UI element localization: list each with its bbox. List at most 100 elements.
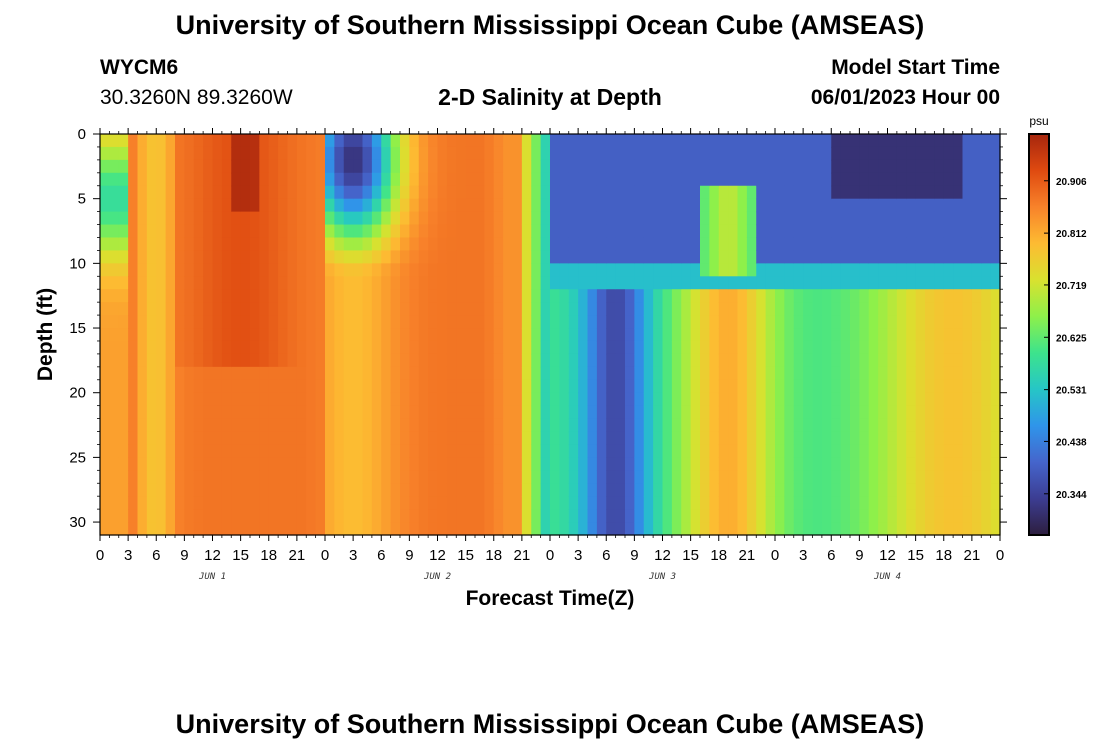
heatmap-cell	[296, 353, 307, 368]
heatmap-cell	[887, 328, 898, 342]
heatmap-cell	[390, 289, 401, 303]
heatmap-cell	[531, 185, 542, 200]
heatmap-cell	[203, 457, 214, 471]
heatmap-cell	[128, 431, 139, 446]
heatmap-cell	[953, 263, 964, 277]
heatmap-cell	[437, 366, 448, 381]
heatmap-cell	[231, 185, 242, 200]
heatmap-cell	[465, 172, 476, 187]
heatmap-cell	[793, 237, 804, 252]
heatmap-cell	[596, 418, 607, 433]
heatmap-cell	[568, 470, 579, 484]
heatmap-cell	[746, 276, 757, 290]
heatmap-cell	[371, 496, 382, 510]
heatmap-cell	[934, 470, 945, 484]
heatmap-cell	[334, 496, 345, 510]
heatmap-cell	[503, 522, 514, 536]
heatmap-cell	[296, 418, 307, 433]
heatmap-cell	[943, 340, 954, 355]
heatmap-cell	[240, 250, 251, 264]
heatmap-cell	[540, 366, 551, 381]
heatmap-cell	[212, 302, 223, 316]
y-tick-label: 10	[69, 255, 86, 272]
heatmap-cell	[671, 496, 682, 510]
heatmap-cell	[390, 172, 401, 187]
heatmap-cell	[878, 379, 889, 394]
heatmap-cell	[268, 431, 279, 446]
heatmap-cell	[221, 444, 232, 458]
heatmap-cell	[953, 418, 964, 433]
model-start-value: 06/01/2023 Hour 00	[810, 86, 1000, 109]
heatmap-cell	[568, 315, 579, 329]
heatmap-cell	[615, 276, 626, 290]
heatmap-cell	[953, 224, 964, 239]
heatmap-cell	[259, 289, 270, 303]
x-tick-label: 12	[879, 547, 896, 564]
heatmap-cell	[371, 457, 382, 471]
heatmap-cell	[793, 302, 804, 316]
heatmap-cell	[653, 302, 664, 316]
heatmap-cell	[493, 159, 504, 174]
heatmap-cells	[100, 134, 1001, 536]
heatmap-cell	[962, 366, 973, 381]
heatmap-cell	[653, 198, 664, 213]
heatmap-cell	[175, 146, 185, 161]
heatmap-cell	[709, 237, 720, 252]
heatmap-cell	[887, 522, 898, 536]
heatmap-cell	[681, 444, 692, 458]
heatmap-cell	[165, 315, 176, 329]
heatmap-cell	[287, 522, 298, 536]
heatmap-cell	[971, 302, 982, 316]
heatmap-cell	[156, 185, 167, 200]
heatmap-cell	[643, 483, 654, 497]
heatmap-cell	[418, 457, 429, 471]
heatmap-cell	[240, 509, 251, 523]
heatmap-cell	[475, 483, 485, 497]
heatmap-cell	[990, 418, 1001, 433]
heatmap-cell	[221, 496, 232, 510]
heatmap-cell	[287, 185, 298, 200]
heatmap-cell	[671, 315, 682, 329]
heatmap-cell	[756, 224, 767, 239]
heatmap-cell	[718, 444, 729, 458]
heatmap-cell	[784, 237, 795, 252]
heatmap-cell	[128, 522, 139, 536]
heatmap-cell	[156, 470, 167, 484]
heatmap-cell	[381, 289, 392, 303]
heatmap-cell	[137, 172, 148, 187]
heatmap-cell	[250, 353, 260, 368]
heatmap-cell	[203, 353, 214, 368]
heatmap-cell	[812, 483, 823, 497]
heatmap-cell	[859, 302, 870, 316]
heatmap-cell	[775, 211, 785, 226]
heatmap-cell	[981, 185, 992, 200]
heatmap-cell	[671, 172, 682, 187]
heatmap-cell	[681, 263, 692, 277]
heatmap-cell	[325, 483, 335, 497]
heatmap-cell	[718, 509, 729, 523]
heatmap-cell	[596, 496, 607, 510]
heatmap-cell	[278, 237, 289, 252]
heatmap-cell	[418, 353, 429, 368]
heatmap-cell	[596, 366, 607, 381]
heatmap-cell	[362, 522, 373, 536]
heatmap-cell	[643, 224, 654, 239]
heatmap-cell	[531, 522, 542, 536]
heatmap-cell	[306, 211, 317, 226]
heatmap-cell	[512, 379, 523, 394]
heatmap-cell	[296, 146, 307, 161]
heatmap-cell	[146, 328, 157, 342]
heatmap-cell	[681, 146, 692, 161]
heatmap-cell	[915, 366, 926, 381]
heatmap-cell	[343, 353, 354, 368]
heatmap-cell	[859, 457, 870, 471]
heatmap-cell	[681, 289, 692, 303]
heatmap-cell	[231, 146, 242, 161]
heatmap-cell	[531, 237, 542, 252]
heatmap-cell	[287, 457, 298, 471]
heatmap-cell	[990, 224, 1001, 239]
heatmap-cell	[437, 224, 448, 239]
heatmap-cell	[615, 470, 626, 484]
heatmap-cell	[690, 457, 701, 471]
heatmap-cell	[653, 366, 664, 381]
